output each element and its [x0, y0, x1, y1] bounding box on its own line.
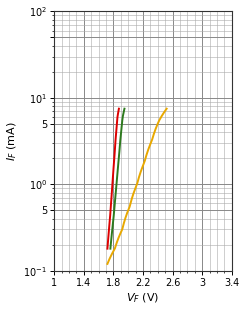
X-axis label: $V_F$ (V): $V_F$ (V) [126, 292, 160, 305]
Y-axis label: $I_F$ (mA): $I_F$ (mA) [6, 121, 19, 161]
